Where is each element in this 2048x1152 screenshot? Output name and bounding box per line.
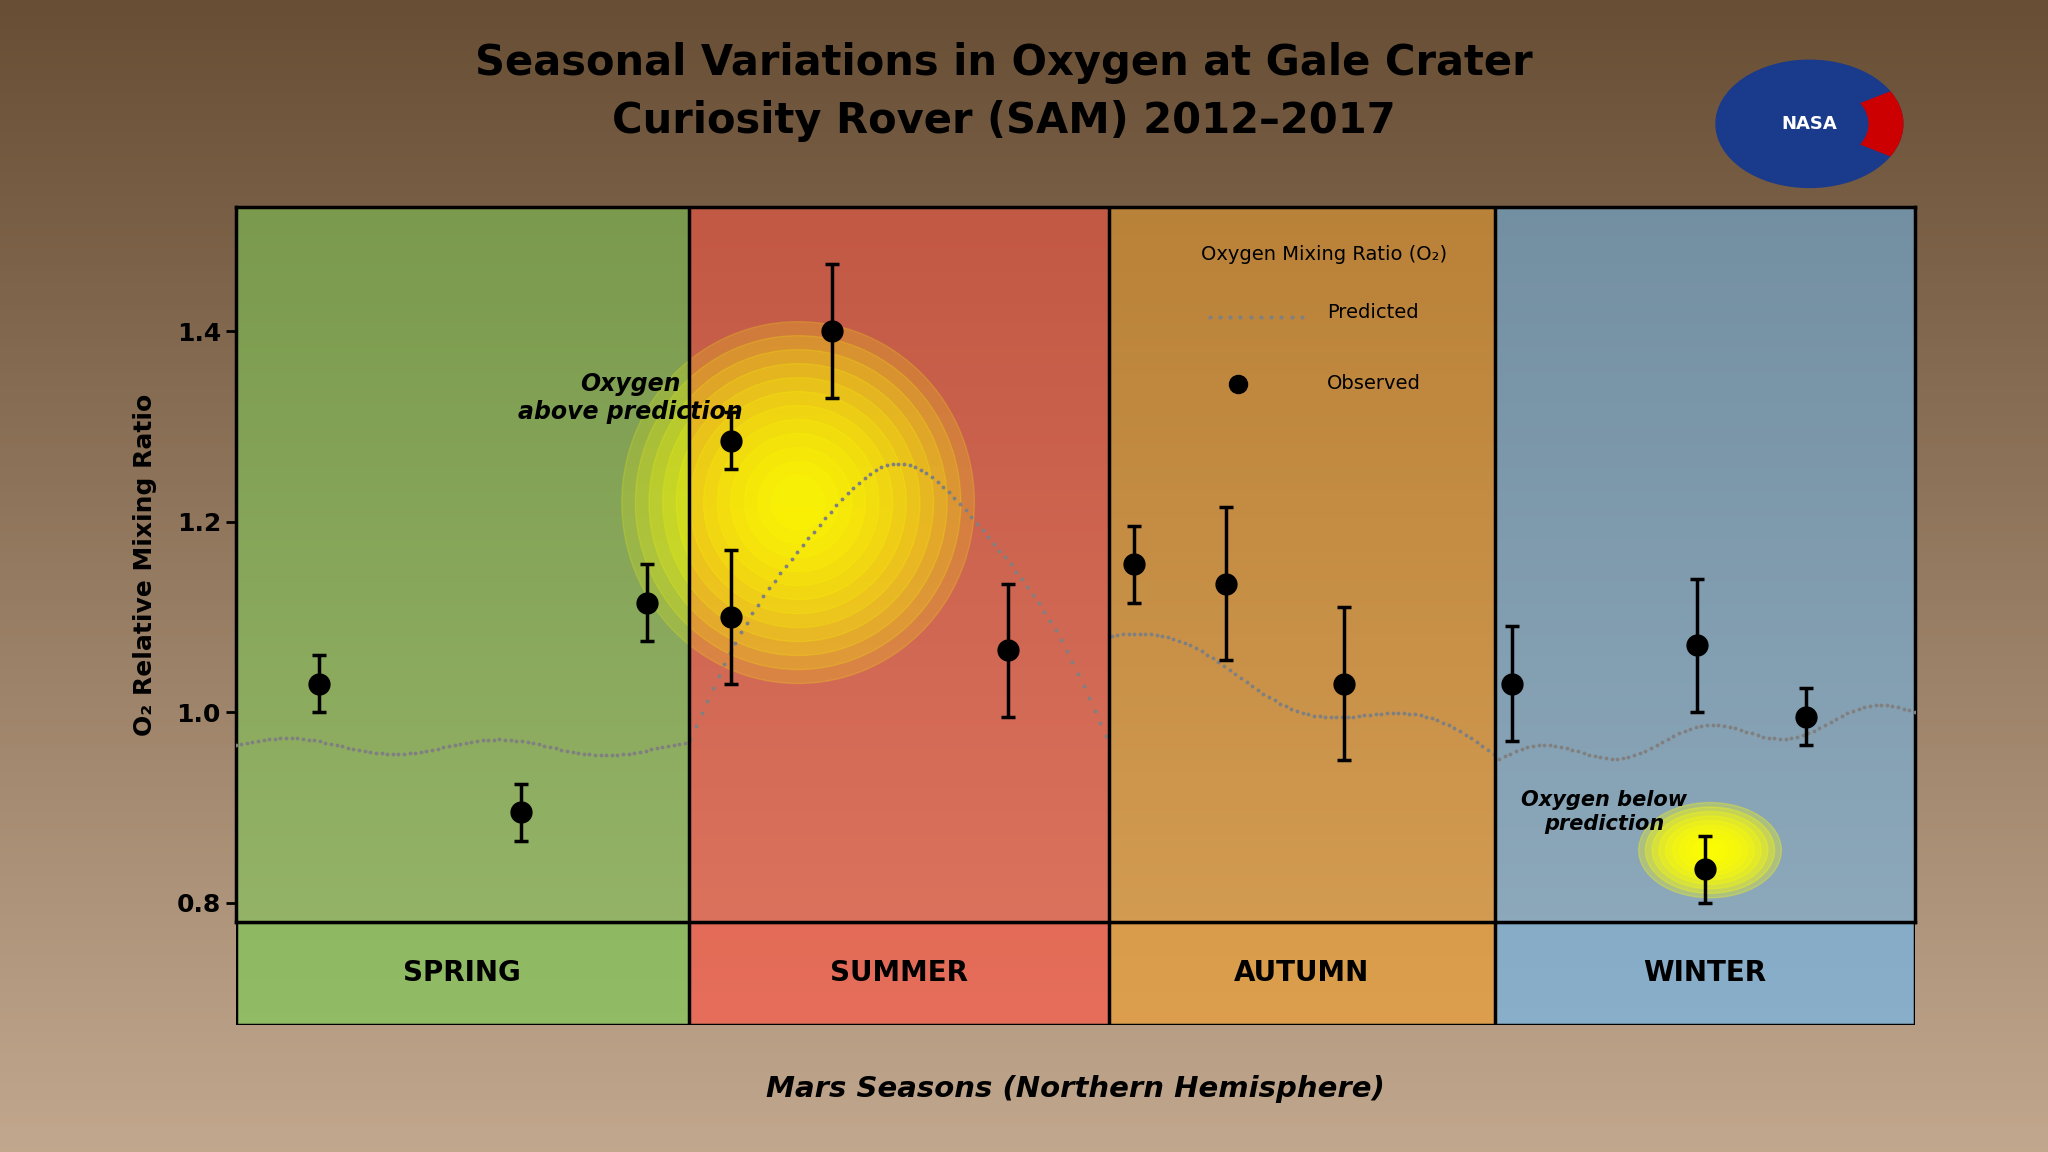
Bar [236,207,688,922]
Text: Oxygen
above prediction: Oxygen above prediction [518,372,743,424]
Ellipse shape [1679,829,1741,871]
Bar [1495,922,1915,1025]
Text: Seasonal Variations in Oxygen at Gale Crater: Seasonal Variations in Oxygen at Gale Cr… [475,43,1532,84]
Ellipse shape [717,419,879,585]
Ellipse shape [1659,816,1761,885]
Text: Curiosity Rover (SAM) 2012–2017: Curiosity Rover (SAM) 2012–2017 [612,100,1395,142]
Ellipse shape [690,392,907,614]
Bar [688,922,1108,1025]
Bar [688,207,1108,922]
Text: Mars Seasons (Northern Hemisphere): Mars Seasons (Northern Hemisphere) [766,1075,1384,1102]
Ellipse shape [743,447,852,558]
Bar [1495,207,1915,922]
Text: SPRING: SPRING [403,960,520,987]
Ellipse shape [1638,803,1782,897]
Text: NASA: NASA [1782,115,1837,132]
Bar [1108,922,1495,1025]
Ellipse shape [758,462,838,544]
Text: WINTER: WINTER [1642,960,1767,987]
Text: Oxygen Mixing Ratio (O₂): Oxygen Mixing Ratio (O₂) [1200,245,1448,265]
Ellipse shape [1700,843,1720,857]
Ellipse shape [664,364,934,642]
Ellipse shape [1692,839,1726,862]
Ellipse shape [1686,834,1735,866]
Ellipse shape [649,349,946,655]
Bar [1108,207,1495,922]
Ellipse shape [772,476,825,530]
Text: AUTUMN: AUTUMN [1235,960,1370,987]
Ellipse shape [1653,811,1767,889]
Ellipse shape [1645,808,1776,893]
Text: Observed: Observed [1327,374,1421,393]
Ellipse shape [635,335,961,669]
Text: SUMMER: SUMMER [829,960,969,987]
Ellipse shape [731,433,866,571]
Circle shape [1751,84,1868,164]
Bar [236,922,688,1025]
Wedge shape [1810,92,1903,156]
Ellipse shape [705,406,893,600]
Text: Predicted: Predicted [1327,303,1419,321]
Y-axis label: O₂ Relative Mixing Ratio: O₂ Relative Mixing Ratio [133,393,158,736]
Ellipse shape [623,321,975,683]
Ellipse shape [676,378,920,628]
Text: Oxygen below
prediction: Oxygen below prediction [1522,790,1688,834]
Circle shape [1716,60,1903,188]
Ellipse shape [1673,825,1747,876]
Ellipse shape [1665,820,1755,880]
